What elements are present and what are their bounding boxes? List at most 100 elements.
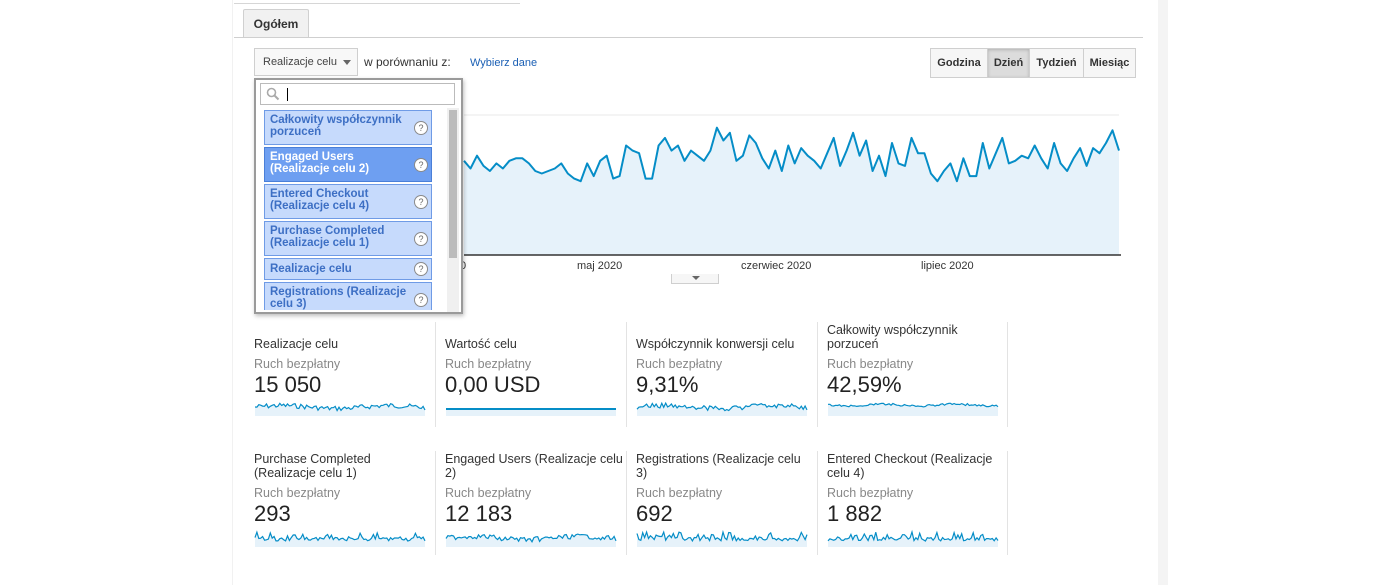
tile-sublabel: Ruch bezpłatny — [827, 486, 914, 500]
text-cursor — [287, 88, 288, 101]
tile-label: Całkowity współczynnik porzuceń — [827, 323, 958, 351]
top-divider — [234, 3, 520, 4]
tile-label: Registrations (Realizacje celu 3) — [636, 452, 801, 480]
tile-divider — [1007, 322, 1008, 427]
sparkline-area — [446, 409, 616, 416]
x-axis-partial-label: 0 — [460, 260, 467, 272]
tile-label: Purchase Completed (Realizacje celu 1) — [254, 452, 371, 480]
help-icon[interactable]: ? — [414, 157, 428, 172]
sparkline — [828, 402, 999, 416]
metric-option-goal-completions[interactable]: Realizacje celu ? — [264, 258, 432, 280]
help-icon[interactable]: ? — [414, 120, 428, 135]
metric-option-label: Entered Checkout (Realizacje celu 4) — [270, 188, 370, 212]
period-day-button[interactable]: Dzień — [987, 48, 1030, 78]
tile-goal-value[interactable]: Wartość celu Ruch bezpłatny 0,00 USD — [445, 322, 625, 432]
sparkline-line — [636, 401, 808, 412]
tile-sublabel: Ruch bezpłatny — [254, 486, 341, 500]
tile-value: 0,00 USD — [445, 372, 541, 397]
tile-divider — [626, 451, 627, 555]
help-icon[interactable]: ? — [414, 262, 428, 276]
x-axis-label-may: maj 2020 — [577, 260, 623, 272]
help-icon[interactable]: ? — [414, 292, 428, 307]
tile-sublabel: Ruch bezpłatny — [445, 486, 532, 500]
tile-label: Engaged Users (Realizacje celu 2) — [445, 452, 623, 480]
metric-option-list: Całkowity współczynnik porzuceń ? Engage… — [264, 110, 432, 310]
x-axis-label-july: lipiec 2020 — [921, 260, 974, 272]
metric-selector[interactable]: Realizacje celu — [254, 48, 358, 76]
chevron-down-icon — [343, 60, 351, 65]
tile-registrations[interactable]: Registrations (Realizacje celu 3) Ruch b… — [636, 451, 816, 561]
series-area — [464, 127, 1119, 255]
dropdown-scroll-thumb[interactable] — [449, 110, 457, 258]
sparkline — [636, 401, 808, 416]
period-hour-button[interactable]: Godzina — [930, 48, 988, 78]
tile-purchase-completed[interactable]: Purchase Completed (Realizacje celu 1) R… — [254, 451, 434, 561]
search-icon — [266, 87, 280, 101]
main-chart: 0 maj 2020 czerwiec 2020 lipiec 2020 — [234, 100, 1144, 280]
metric-search-input[interactable] — [260, 83, 455, 105]
tile-divider — [435, 451, 436, 555]
right-border — [1158, 0, 1168, 585]
chart-expand-toggle[interactable] — [671, 274, 719, 284]
tile-sublabel: Ruch bezpłatny — [636, 486, 723, 500]
metric-option-label: Registrations (Realizacje celu 3) — [270, 286, 407, 310]
sparkline — [827, 529, 999, 547]
period-week-button[interactable]: Tydzień — [1029, 48, 1084, 78]
tab-overview[interactable]: Ogółem — [243, 9, 309, 38]
metric-option-label: Purchase Completed (Realizacje celu 1) — [270, 225, 385, 249]
tile-label: Realizacje celu — [254, 337, 339, 351]
tile-divider — [817, 322, 818, 427]
tile-entered-checkout[interactable]: Entered Checkout (Realizacje celu 4) Ruc… — [827, 451, 1007, 561]
metric-dropdown: Całkowity współczynnik porzuceń ? Engage… — [254, 78, 463, 314]
tile-sublabel: Ruch bezpłatny — [636, 357, 723, 371]
metric-option-label: Engaged Users (Realizacje celu 2) — [270, 151, 370, 175]
tile-goal-completions[interactable]: Realizacje celu Ruch bezpłatny 15 050 — [254, 322, 434, 432]
sparkline — [254, 530, 426, 547]
tile-conversion-rate[interactable]: Współczynnik konwersji celu Ruch bezpłat… — [636, 322, 816, 432]
select-metric-link[interactable]: Wybierz dane — [470, 57, 538, 69]
compare-label: w porównaniu z: — [364, 55, 451, 69]
tile-sublabel: Ruch bezpłatny — [827, 357, 914, 371]
chevron-down-icon — [692, 276, 700, 280]
metric-option-abandon-rate[interactable]: Całkowity współczynnik porzuceń ? — [264, 110, 432, 145]
x-axis-label-june: czerwiec 2020 — [741, 260, 812, 272]
help-icon[interactable]: ? — [414, 231, 428, 246]
sparkline-area — [637, 532, 807, 547]
tile-value: 9,31% — [636, 372, 699, 397]
tile-value: 15 050 — [254, 372, 322, 397]
tile-sublabel: Ruch bezpłatny — [254, 357, 341, 371]
tile-value: 12 183 — [445, 501, 513, 526]
sparkline-line — [828, 402, 999, 408]
metric-option-label: Realizacje celu — [270, 263, 352, 275]
sparkline-line — [254, 402, 426, 412]
tile-engaged-users[interactable]: Engaged Users (Realizacje celu 2) Ruch b… — [445, 451, 625, 561]
metric-option-label: Całkowity współczynnik porzuceń — [270, 114, 402, 138]
tile-label: Wartość celu — [445, 337, 517, 351]
tile-abandon-rate[interactable]: Całkowity współczynnik porzuceń Ruch bez… — [827, 322, 1007, 432]
tile-value: 692 — [636, 501, 673, 526]
tab-underline — [234, 37, 1143, 38]
sparkline — [254, 402, 426, 416]
line-chart — [463, 114, 1121, 256]
sparkline — [446, 408, 616, 416]
tile-divider — [626, 322, 627, 427]
sparkline — [636, 529, 808, 547]
tile-divider — [817, 451, 818, 555]
tile-label: Entered Checkout (Realizacje celu 4) — [827, 452, 993, 480]
metric-option-registrations[interactable]: Registrations (Realizacje celu 3) ? — [264, 282, 432, 310]
sparkline-line — [445, 533, 617, 544]
sparkline — [445, 533, 617, 547]
period-month-button[interactable]: Miesiąc — [1083, 48, 1136, 78]
tile-sublabel: Ruch bezpłatny — [445, 357, 532, 371]
metric-option-entered-checkout[interactable]: Entered Checkout (Realizacje celu 4) ? — [264, 184, 432, 219]
series-line — [463, 126, 1120, 183]
help-icon[interactable]: ? — [414, 194, 428, 209]
tile-divider — [1007, 451, 1008, 555]
sparkline-area — [828, 403, 998, 416]
metric-option-purchase-completed[interactable]: Purchase Completed (Realizacje celu 1) ? — [264, 221, 432, 256]
metric-selector-label: Realizacje celu — [263, 56, 337, 68]
tile-label: Współczynnik konwersji celu — [636, 337, 795, 351]
metric-option-engaged-users[interactable]: Engaged Users (Realizacje celu 2) ? — [264, 147, 432, 182]
sparkline-line — [254, 530, 426, 542]
